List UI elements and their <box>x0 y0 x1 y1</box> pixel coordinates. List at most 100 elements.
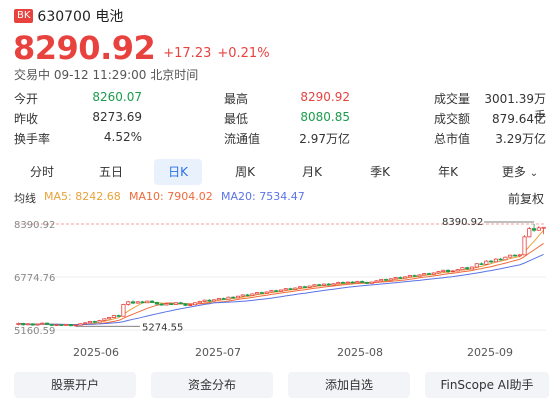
trading-status: 交易中 09-12 11:29:00 北京时间 <box>14 68 199 82</box>
candle-body <box>92 321 97 323</box>
candle-body <box>35 323 40 326</box>
candle-body <box>369 281 374 284</box>
candle-body <box>412 275 417 277</box>
candle-body <box>121 304 126 317</box>
candle-body <box>407 275 412 278</box>
candle-body <box>150 300 155 303</box>
open-account-button[interactable]: 股票开户 <box>14 372 136 398</box>
candle-body <box>40 322 45 325</box>
candle-body <box>216 298 221 301</box>
candle-body <box>512 254 518 257</box>
candle-body <box>126 301 131 305</box>
ai-assistant-button[interactable]: FinScope AI助手 <box>425 372 549 398</box>
stats-row: 昨收 8273.69 最低 8080.85 成交额 879.64亿 <box>14 110 554 130</box>
candle-body <box>474 263 479 268</box>
tab-yearly-k[interactable]: 年K <box>438 165 458 179</box>
candle-body <box>255 292 260 295</box>
candle-body <box>78 323 83 326</box>
candle-body <box>135 301 140 304</box>
candle-body <box>426 273 432 275</box>
tab-five-day[interactable]: 五日 <box>98 165 123 179</box>
candle-body <box>321 283 327 286</box>
candle-body <box>398 277 403 279</box>
date-axis-label: 2025-09 <box>467 346 513 359</box>
annotations: 8390.92 5274.55 <box>75 217 535 333</box>
candle-body <box>298 286 303 289</box>
date-axis-label: 2025-06 <box>73 346 119 359</box>
candle-body <box>164 303 169 306</box>
ma20-value: MA20: 7534.47 <box>221 190 305 203</box>
candle-body <box>59 324 64 326</box>
ma-label: 均线 <box>14 192 36 205</box>
candle-body <box>145 300 150 304</box>
tab-quarterly-k[interactable]: 季K <box>370 165 390 179</box>
price-change-percent: +0.21% <box>217 46 270 61</box>
candle-body <box>479 263 484 265</box>
stat-value-prev-close: 8273.69 <box>92 110 142 124</box>
tab-intraday[interactable]: 分时 <box>29 165 54 179</box>
fund-distribution-button[interactable]: 资金分布 <box>151 372 273 398</box>
candle-body <box>374 280 379 283</box>
candle-body <box>269 290 274 293</box>
candle-body <box>102 318 107 321</box>
stat-value-turnover-amount: 879.64亿 <box>492 112 546 126</box>
date-axis-label: 2025-08 <box>337 346 383 359</box>
candle-body <box>221 298 226 300</box>
stats-row: 换手率 4.52% 流通值 2.97万亿 总市值 3.29万亿 <box>14 130 554 150</box>
candle-body <box>527 228 532 238</box>
candle-body <box>446 269 451 273</box>
candle-body <box>417 274 422 277</box>
candle-body <box>331 283 336 286</box>
stat-value-float-cap: 2.97万亿 <box>299 132 350 146</box>
candle-body <box>383 279 389 281</box>
candle-body <box>64 324 69 326</box>
candle-body <box>192 302 198 306</box>
stock-header: BK 630700 电池 <box>14 6 123 26</box>
candle-body <box>379 279 384 282</box>
candle-body <box>326 283 331 286</box>
ma20-line <box>18 253 544 326</box>
stat-label-prev-close: 昨收 <box>14 112 39 126</box>
tab-weekly-k[interactable]: 周K <box>235 165 255 179</box>
candle-body <box>336 282 341 285</box>
tab-monthly-k[interactable]: 月K <box>302 165 322 179</box>
date-axis-label: 2025-07 <box>195 346 241 359</box>
tab-daily-k[interactable]: 日K <box>154 159 202 185</box>
candle-body <box>302 286 307 288</box>
ma5-line <box>18 229 544 326</box>
low-marker-label: 5274.55 <box>142 322 183 333</box>
candle-body <box>341 282 346 284</box>
candle-body <box>350 281 355 284</box>
candle-body <box>460 267 465 271</box>
candle-body <box>489 260 494 263</box>
stat-label-float-cap: 流通值 <box>224 132 261 146</box>
candle-body <box>197 301 202 304</box>
candle-body <box>508 254 513 258</box>
current-price: 8290.92 <box>13 29 156 67</box>
tab-more-label: 更多 <box>501 165 526 179</box>
adjust-mode-button[interactable]: 前复权 <box>507 192 544 206</box>
candle-body <box>226 296 231 300</box>
candle-body <box>49 324 54 326</box>
candle-body <box>274 290 279 292</box>
candle-body <box>87 321 93 324</box>
stat-label-open: 今开 <box>14 92 39 106</box>
candle-body <box>21 323 26 326</box>
add-watchlist-button[interactable]: 添加自选 <box>288 372 410 398</box>
candle-body <box>422 273 427 276</box>
tab-more[interactable]: 更多 ⌄ <box>492 159 548 185</box>
candles <box>16 224 546 327</box>
candle-body <box>355 281 360 284</box>
ma-legend: 均线 MA5: 8242.68 MA10: 7904.02 MA20: 7534… <box>14 190 544 206</box>
candle-body <box>83 322 88 325</box>
candle-body <box>73 324 78 327</box>
candle-body <box>403 276 408 279</box>
candle-body <box>484 260 489 265</box>
price-axis-label: 6774.76 <box>14 273 55 284</box>
candle-body <box>436 271 441 274</box>
stat-label-volume: 成交量 <box>434 92 471 106</box>
candle-body <box>360 281 365 283</box>
sector-badge: BK <box>14 9 34 23</box>
price-axis-label: 8390.92 <box>14 220 55 231</box>
